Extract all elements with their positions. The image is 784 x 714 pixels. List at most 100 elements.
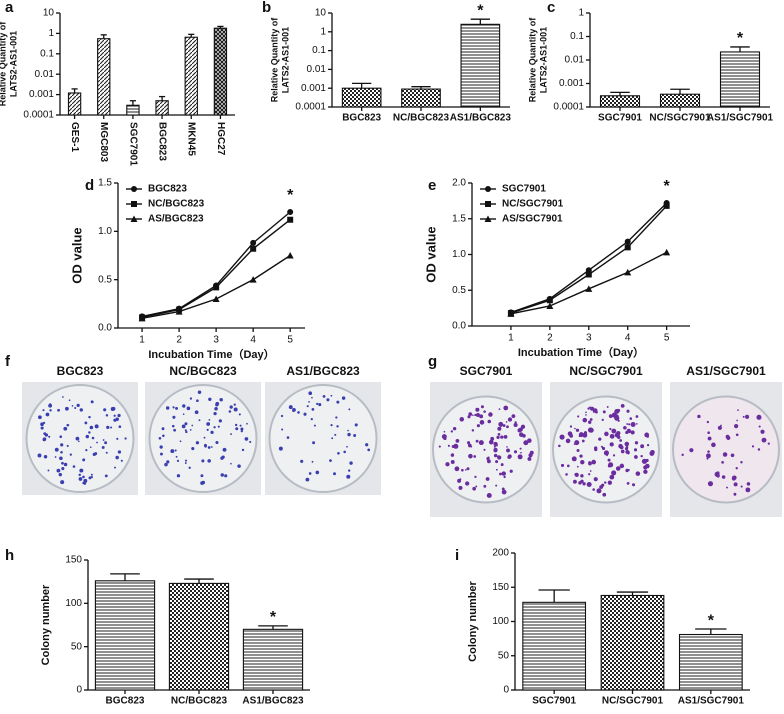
colony [475,485,478,488]
colony [632,483,636,487]
colony [184,422,188,426]
colony [452,426,457,431]
colony [82,481,85,485]
colony [63,462,68,467]
colony [185,430,188,434]
y-axis-title: Colony number [467,580,479,661]
colony [330,394,333,397]
colony [90,475,93,479]
legend-marker [485,201,491,207]
colony [517,454,523,460]
x-tick-label: AS1/BGC823 [242,696,304,707]
colony [493,445,496,448]
colony [574,427,576,430]
colony [630,422,636,427]
colony [210,446,213,448]
y-tick-label: 50 [498,650,510,661]
colony [195,441,200,445]
colony [643,469,648,474]
colony [54,456,57,458]
y-tick-label: 1.5 [452,213,466,224]
plate-caption: AS1/BGC823 [286,364,360,378]
colony [116,437,119,440]
colony [628,423,631,426]
colony [43,432,47,436]
colony [578,481,582,485]
colony [89,446,92,449]
colony [63,426,68,431]
colony [580,460,585,465]
colony [507,417,513,422]
colony [292,410,295,413]
colony [502,424,506,427]
colony [464,469,467,471]
colony [48,435,51,438]
y-tick-label: 0.1 [570,31,584,42]
colony [598,437,602,441]
colony [194,410,199,415]
bar [126,104,140,116]
colony [318,403,322,407]
colony [619,439,623,442]
colony [49,409,52,412]
colony [757,448,761,451]
plate-caption: BGC823 [57,364,104,378]
colony [760,429,765,434]
colony [518,432,524,437]
colony [466,467,470,471]
colony [57,408,60,412]
bar [460,23,501,108]
colony [82,475,85,479]
colony [507,455,511,459]
colony [735,433,739,437]
colony [78,473,81,477]
colony [468,453,473,459]
colony [474,475,477,479]
colony [581,439,585,443]
y-tick-label: 1 [578,8,584,19]
colony [315,470,320,475]
colony [707,450,710,453]
colony [565,473,568,476]
bar [719,51,761,108]
colony [83,478,88,483]
colony [106,425,110,430]
colony [585,414,587,416]
colony [486,492,492,498]
annotation: * [477,2,484,19]
colony [606,454,608,457]
colony [441,434,447,440]
colony [42,421,46,425]
y-tick-label: 0.01 [35,69,55,80]
colony [726,435,731,441]
colony [75,436,80,441]
y-tick-label: 0.01 [565,55,585,66]
colony [62,396,64,398]
colony [620,403,625,408]
colony [580,474,584,478]
colony [69,453,72,456]
legend-marker [131,201,137,207]
colony [689,448,694,453]
y-tick-label: 0.01 [307,64,327,75]
colony [189,397,193,400]
colony [588,427,594,433]
colony [714,471,720,477]
colony [42,409,45,412]
x-tick-label: NC/SGC7901 [649,113,711,124]
colony [326,398,330,402]
marker [624,268,632,276]
y-tick-label: 100 [492,616,509,627]
colony [624,441,630,447]
colony [501,487,505,491]
colony [249,440,252,443]
annotation: * [287,187,294,204]
colony [601,418,604,422]
colony [650,449,655,455]
colony [604,481,607,484]
panel-label: h [5,547,14,564]
colony [486,459,491,464]
colony [634,455,638,459]
marker [212,295,220,302]
colony [627,452,630,455]
